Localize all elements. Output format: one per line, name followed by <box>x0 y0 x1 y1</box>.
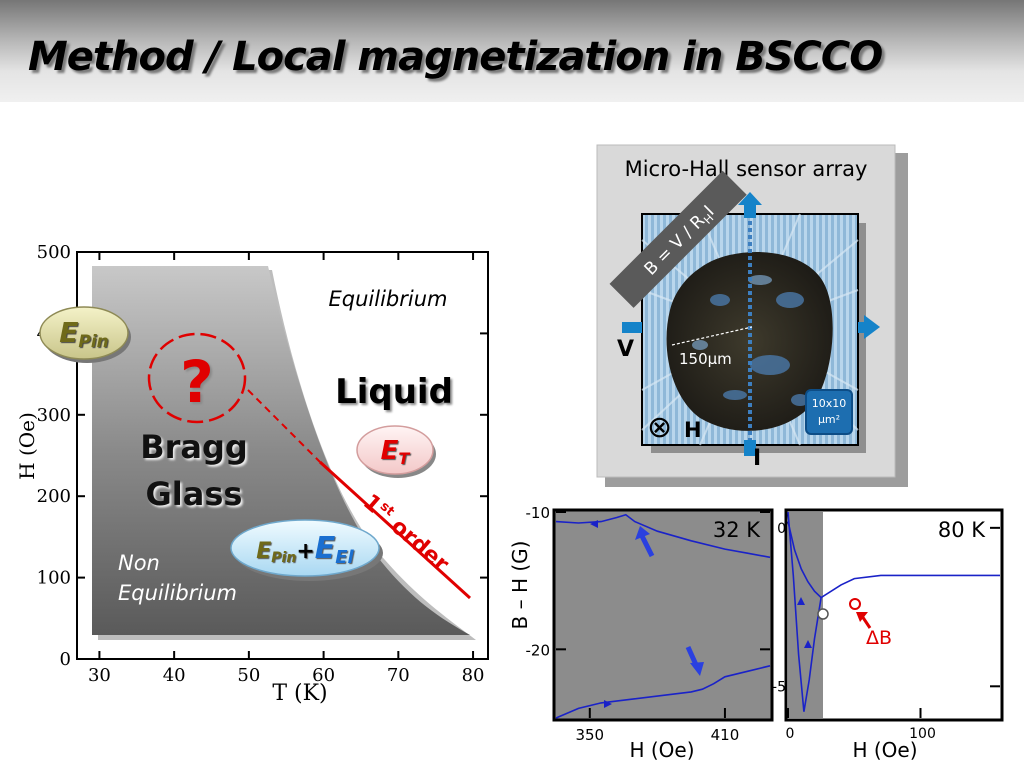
non-equilibrium-region <box>92 266 470 635</box>
plot-32k-title: 32 K <box>713 518 761 542</box>
phase-y-tick-label: 200 <box>37 486 71 507</box>
delta-b-label: ΔB <box>866 627 892 649</box>
sensor-size-box <box>805 389 853 435</box>
plot-32k-frame <box>552 508 774 722</box>
plot-80k: 0 -5 0 100 80 K ΔB H (Oe) <box>772 508 1004 762</box>
plot-32k-ticks: -10 -20 350 410 <box>526 504 770 744</box>
slide-title: Method / Local magnetization in BSCCO <box>28 34 883 80</box>
phase-y-tick-label: 0 <box>60 649 71 670</box>
first-order-dashed-extension <box>247 389 321 463</box>
plot-80k-x-tick-label: 0 <box>786 726 795 742</box>
non-equilibrium-label-2: Equilibrium <box>118 581 237 605</box>
phase-x-tick-label: 50 <box>237 665 260 686</box>
e-pin-badge: EPin <box>39 306 131 363</box>
phase-x-tick-label: 40 <box>163 665 186 686</box>
current-label: I <box>753 446 761 471</box>
plot-80k-x-tick-label: 100 <box>909 726 936 742</box>
delta-b-arrow <box>856 612 872 629</box>
phase-y-axis-label: H (Oe) <box>15 412 39 480</box>
sensor-panel-title: Micro-Hall sensor array <box>625 157 868 181</box>
phase-y-tick-label: 100 <box>37 568 71 589</box>
phase-x-tick-label: 60 <box>312 665 335 686</box>
e-t-badge: ET <box>356 425 436 478</box>
phase-x-tick-label: 80 <box>462 665 485 686</box>
plot-80k-y-tick-label: 0 <box>777 521 786 537</box>
phase-y-tick-label: 500 <box>37 242 71 263</box>
e-pin-el-badge: EPin+EEl <box>230 519 383 581</box>
plot-80k-marker-white <box>817 608 829 620</box>
plot-32k-x-tick-label: 350 <box>575 726 604 744</box>
sensor-size-line1: 10x10 <box>812 397 847 410</box>
plot-32k-series-line <box>555 513 771 559</box>
question-circle <box>147 332 247 424</box>
plot-32k: -10 -20 350 410 32 K B – H (G) H (Oe) <box>508 504 774 762</box>
sensor-size-line2: μm² <box>818 413 840 426</box>
bragg-label: Bragg <box>140 428 248 466</box>
svg-text:EPin+EEl: EPin+EEl <box>256 531 354 568</box>
question-mark: ? <box>180 348 214 416</box>
voltage-label: V <box>617 337 634 362</box>
plot-32k-indicator-arrows <box>635 526 704 676</box>
non-equilibrium-label-1: Non <box>118 551 160 575</box>
field-label: H <box>684 418 702 442</box>
sample-texture <box>710 292 809 406</box>
first-order-line <box>318 460 472 600</box>
plot-32k-x-axis-label: H (Oe) <box>629 738 694 762</box>
plot-32k-x-tick-label: 410 <box>711 726 740 744</box>
plot-80k-direction-arrow <box>797 597 805 605</box>
phase-x-axis-label: T (K) <box>272 681 327 706</box>
title-bar: Method / Local magnetization in BSCCO <box>0 0 1024 102</box>
plot-80k-marker-red <box>849 598 861 610</box>
plot-32k-y-axis-label: B – H (G) <box>508 541 532 630</box>
plot-80k-series-line <box>787 521 822 599</box>
svg-text:ET: ET <box>381 436 411 468</box>
phase-y-tick-label: 300 <box>37 405 71 426</box>
glass-label: Glass <box>146 475 243 513</box>
plot-32k-y-tick-label: -10 <box>526 504 551 522</box>
plot-32k-series <box>555 513 771 719</box>
micro-hall-sensor-panel: Micro-Hall sensor array 150μm <box>596 144 908 487</box>
phase-x-ticks: 30 40 50 60 70 80 <box>88 252 485 686</box>
svg-text:EPin: EPin <box>59 316 109 352</box>
plot-32k-series-line <box>555 665 771 719</box>
phase-x-tick-label: 30 <box>88 665 111 686</box>
plot-80k-ticks: 0 -5 0 100 <box>772 521 1000 742</box>
plot-80k-direction-arrow <box>804 640 812 648</box>
plot-80k-x-axis-label: H (Oe) <box>852 738 917 762</box>
plot-80k-y-tick-label: -5 <box>772 679 786 695</box>
current-arrows <box>622 192 880 456</box>
plot-80k-series <box>787 511 1000 712</box>
equilibrium-label: Equilibrium <box>329 287 448 311</box>
field-direction-icon: ⊗ <box>647 410 672 445</box>
scale-label: 150μm <box>679 350 732 368</box>
plot-32k-direction-arrow <box>590 520 598 528</box>
plot-32k-y-tick-label: -20 <box>526 641 551 659</box>
liquid-label: Liquid <box>335 372 453 412</box>
phase-x-tick-label: 70 <box>387 665 410 686</box>
plot-32k-direction-arrow <box>604 700 612 708</box>
scale-bar <box>671 326 753 346</box>
plot-80k-title: 80 K <box>938 518 986 542</box>
